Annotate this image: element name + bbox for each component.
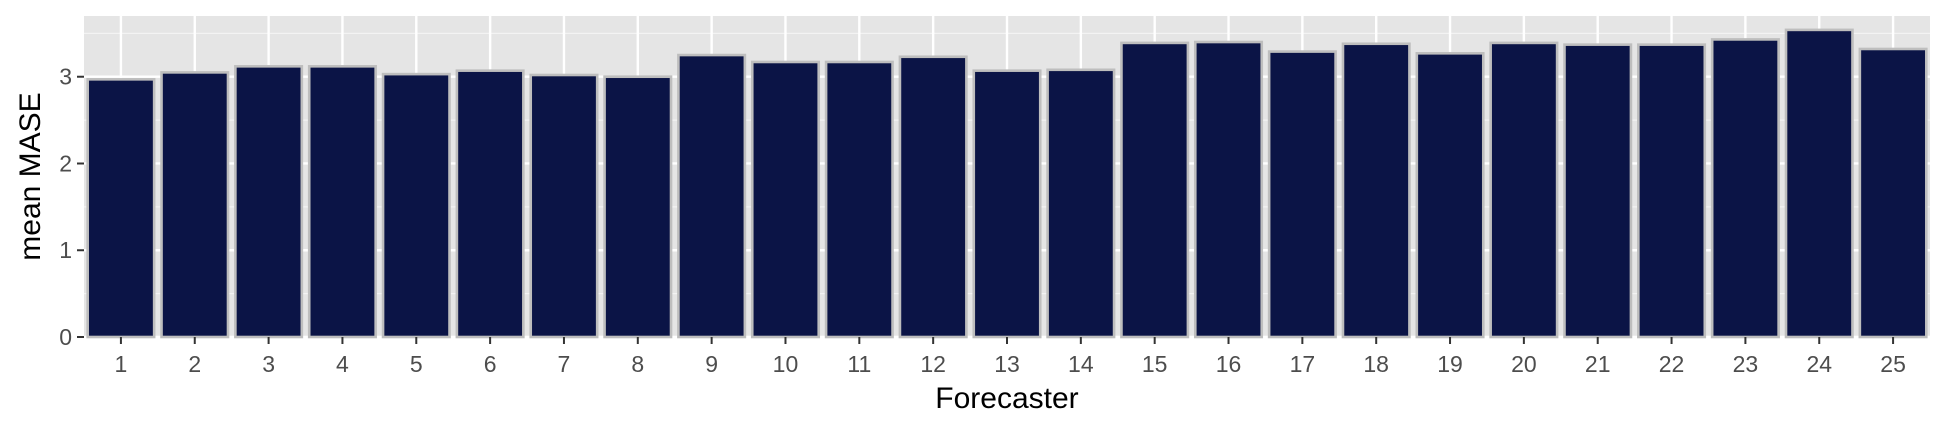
x-tick-label: 21 [1585,351,1611,377]
y-axis: 0 1 2 3 [59,64,84,350]
y-tick-label: 2 [59,150,72,176]
x-tick-label: 6 [484,351,497,377]
x-tick-label: 2 [188,351,201,377]
x-axis-title: Forecaster [935,382,1078,415]
y-tick-label: 0 [59,324,72,350]
x-tick-label: 24 [1806,351,1832,377]
bar [1563,43,1633,339]
x-tick-label: 16 [1216,351,1242,377]
bars [86,28,1928,339]
x-tick-label: 9 [705,351,718,377]
bar [603,75,673,339]
bar [1858,47,1928,339]
x-axis: 1 2 3 4 5 6 7 8 9 10 11 12 13 14 15 16 17 18 19 20 21 22 23 24 2… [115,337,1906,377]
bar [381,72,451,339]
bar [1637,43,1707,339]
bar [529,73,599,339]
bar [234,65,304,339]
x-tick-label: 15 [1142,351,1168,377]
bar [1710,38,1780,339]
bar [307,65,377,339]
bar [1489,41,1559,339]
bar [455,69,525,339]
x-tick-label: 3 [262,351,275,377]
y-tick-label: 1 [59,237,72,263]
x-tick-label: 10 [773,351,799,377]
bar [1046,68,1116,339]
x-tick-label: 14 [1068,351,1094,377]
bar [1267,50,1337,339]
bar [86,78,156,339]
bar [1415,52,1485,339]
bar [1120,41,1190,339]
bar [824,60,894,339]
x-tick-label: 12 [920,351,946,377]
bar [750,60,821,339]
x-tick-label: 4 [336,351,349,377]
x-tick-label: 25 [1880,351,1906,377]
x-tick-label: 22 [1659,351,1685,377]
x-tick-label: 23 [1733,351,1759,377]
bar [160,71,230,339]
y-axis-title: mean MASE [14,92,47,260]
x-tick-label: 18 [1363,351,1389,377]
bar [1193,40,1264,339]
x-tick-label: 1 [115,351,128,377]
x-tick-label: 17 [1290,351,1316,377]
x-tick-label: 13 [994,351,1020,377]
x-tick-label: 5 [410,351,423,377]
y-tick-label: 3 [59,64,72,90]
bar [898,55,968,339]
x-tick-label: 8 [631,351,644,377]
bar [677,53,747,339]
x-tick-label: 19 [1437,351,1463,377]
bar [1341,42,1411,339]
x-tick-label: 20 [1511,351,1537,377]
bar [972,69,1042,339]
bar [1784,28,1854,339]
x-tick-label: 11 [847,351,871,377]
x-tick-label: 7 [558,351,571,377]
